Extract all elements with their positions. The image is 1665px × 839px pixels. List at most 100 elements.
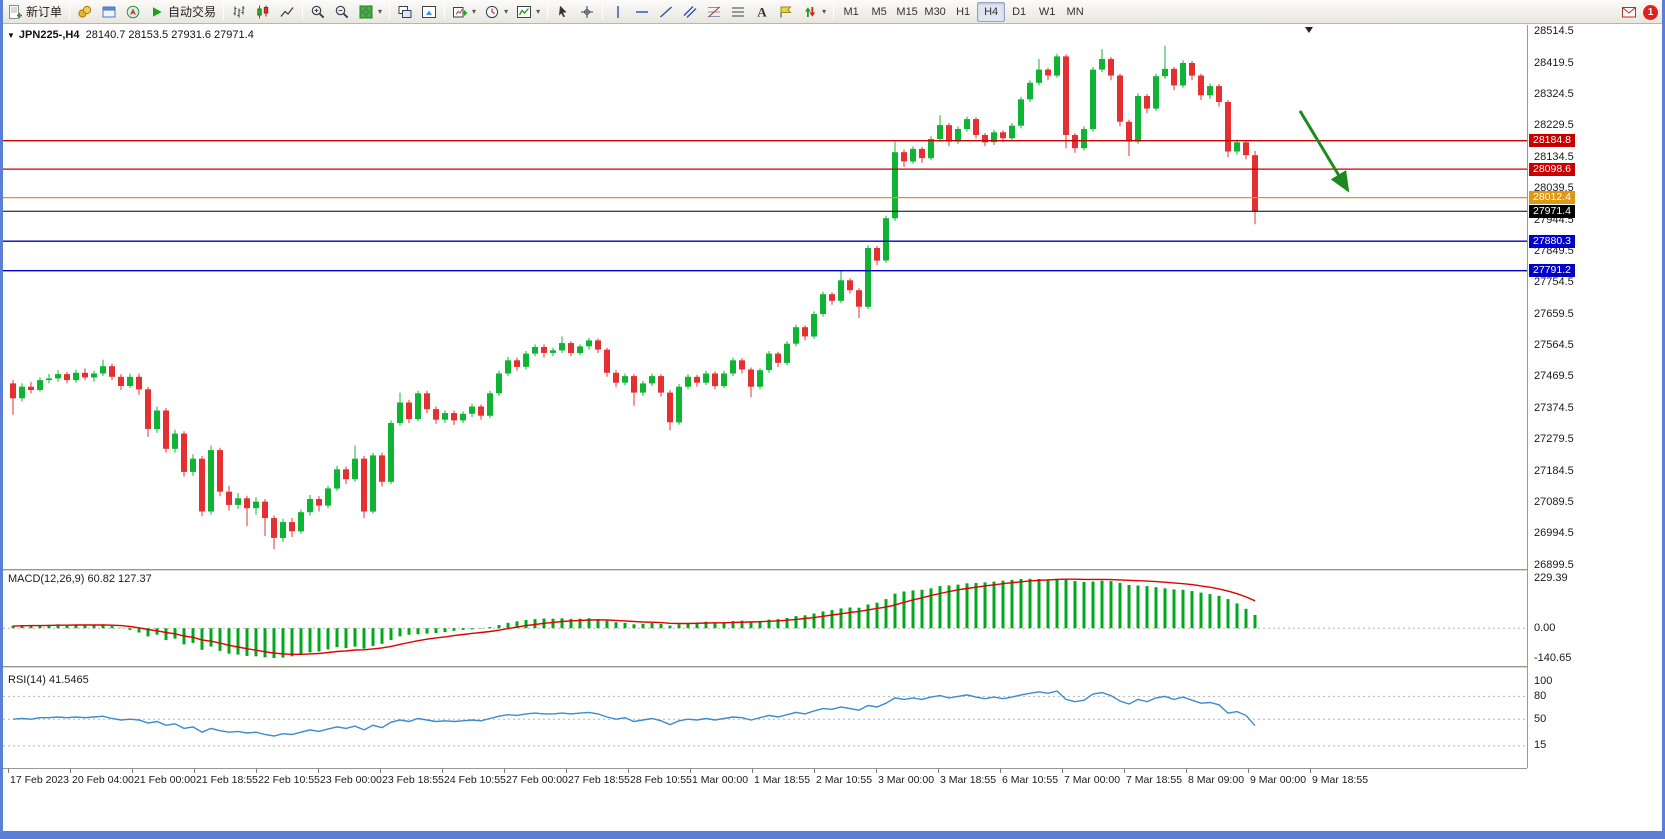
time-label: 3 Mar 18:55 — [940, 774, 997, 786]
timeframe-d1-button[interactable]: D1 — [1012, 5, 1027, 18]
vertical-line-button[interactable] — [606, 2, 630, 22]
toolbar-separator — [444, 3, 446, 20]
time-tick — [318, 769, 319, 773]
price-tick-label: 27564.5 — [1534, 339, 1574, 351]
one-click-dropdown-icon[interactable]: ▼ — [7, 31, 15, 40]
main-chart[interactable] — [3, 25, 1527, 569]
panel-separator[interactable] — [3, 569, 1662, 571]
toolbar-separator — [302, 3, 304, 20]
zoom-in-button[interactable] — [306, 2, 330, 22]
dropdown-arrow-icon: ▾ — [472, 7, 477, 16]
time-tick — [1124, 769, 1125, 773]
toolbar-right-cluster: 1 — [1621, 4, 1658, 20]
indicators-button[interactable]: ▾ — [512, 2, 544, 22]
dropdown-arrow-icon: ▾ — [822, 7, 827, 16]
window-border-right — [1662, 0, 1665, 839]
period-button[interactable]: ▾ — [480, 2, 512, 22]
timeframe-h1-button[interactable]: H1 — [956, 5, 971, 18]
current-price-badge: 27971.4 — [1529, 205, 1575, 218]
rsi-panel[interactable] — [3, 672, 1527, 768]
time-axis[interactable]: 17 Feb 2023 20 Feb 04:00 21 Feb 00:00 21 Fe… — [3, 768, 1527, 792]
price-tick-label: 27184.5 — [1534, 465, 1574, 477]
new-order-button[interactable]: 新订单 — [3, 2, 66, 22]
chart-shift-marker[interactable] — [1305, 27, 1313, 33]
time-label: 2 Mar 10:55 — [816, 774, 873, 786]
timeframe-m15-button[interactable]: M15 — [896, 5, 918, 18]
timeframe-m5-button[interactable]: M5 — [871, 5, 887, 18]
time-tick — [690, 769, 691, 773]
autotrading-button[interactable]: 自动交易 — [145, 2, 220, 22]
bar-chart-icon — [233, 5, 245, 17]
line-chart-icon — [280, 6, 294, 17]
grid-lines-button[interactable] — [726, 2, 750, 22]
price-tick-label: 27279.5 — [1534, 433, 1574, 445]
autotrading-button-label: 自动交易 — [168, 5, 217, 19]
candles — [10, 45, 1258, 550]
arrows-button[interactable]: ▾ — [798, 2, 830, 22]
time-label: 9 Mar 00:00 — [1250, 774, 1307, 786]
new-order-icon — [9, 4, 22, 19]
sell-arrow-annotation[interactable] — [1298, 110, 1350, 193]
message-icon[interactable] — [1621, 4, 1637, 20]
time-tick — [442, 769, 443, 773]
cursor-icon — [559, 5, 567, 17]
data-window-button[interactable] — [97, 2, 121, 22]
bar-chart-button[interactable] — [227, 2, 251, 22]
time-tick — [938, 769, 939, 773]
notification-badge[interactable]: 1 — [1643, 4, 1658, 20]
navigator-icon — [126, 5, 140, 18]
dropdown-arrow-icon: ▾ — [378, 7, 383, 16]
price-scale[interactable]: 28184.8 28098.6 28012.4 27971.4 27880.3 27791… — [1527, 25, 1662, 768]
market-watch-button[interactable] — [73, 2, 97, 22]
timeframe-m30-button[interactable]: M30 — [924, 5, 946, 18]
toolbar-separator — [389, 3, 391, 20]
timeframe-m1-button[interactable]: M1 — [843, 5, 859, 18]
rsi-tick-label: 100 — [1534, 675, 1553, 687]
navigator-button[interactable] — [121, 2, 145, 22]
tile-windows-button[interactable]: ▾ — [354, 2, 386, 22]
time-label: 27 Feb 00:00 — [506, 774, 568, 786]
text-icon: A — [757, 4, 767, 19]
time-tick — [628, 769, 629, 773]
arrange-windows-button[interactable] — [393, 2, 417, 22]
message-icon — [1622, 7, 1636, 18]
macd-panel[interactable] — [3, 571, 1527, 666]
time-tick — [1248, 769, 1249, 773]
window-border-bottom — [0, 831, 1665, 839]
arrange-icon — [398, 5, 412, 18]
zoom-out-button[interactable] — [330, 2, 354, 22]
time-label: 7 Mar 00:00 — [1064, 774, 1121, 786]
trendline-button[interactable] — [654, 2, 678, 22]
cursor-button[interactable] — [551, 2, 575, 22]
macd-tick-label: -140.65 — [1534, 652, 1572, 664]
charts-button[interactable]: ▾ — [448, 2, 480, 22]
rsi-tick-label: 50 — [1534, 713, 1547, 725]
chart-title: ▼ JPN225-,H4 28140.7 28153.5 27931.6 2797… — [7, 29, 254, 41]
line-chart-button[interactable] — [275, 2, 299, 22]
crosshair-button[interactable] — [575, 2, 599, 22]
candlestick-chart-button[interactable] — [251, 2, 275, 22]
timeframe-w1-button[interactable]: W1 — [1038, 5, 1056, 18]
arrow-tools-icon — [805, 6, 816, 17]
price-tick-label: 27374.5 — [1534, 402, 1574, 414]
fibonacci-button[interactable] — [702, 2, 726, 22]
price-level-badge: 28012.4 — [1529, 191, 1575, 204]
label-button[interactable] — [774, 2, 798, 22]
chart-window[interactable]: ▼ JPN225-,H4 28140.7 28153.5 27931.6 2797… — [3, 25, 1662, 839]
horizontal-line-button[interactable] — [630, 2, 654, 22]
timeframe-h4-button[interactable]: H4 — [977, 1, 1006, 22]
panel-separator[interactable] — [3, 666, 1662, 668]
time-label: 8 Mar 09:00 — [1188, 774, 1245, 786]
chart-shift-button[interactable] — [417, 2, 441, 22]
chart-shift-icon — [422, 5, 437, 18]
time-tick — [8, 769, 9, 773]
timeframe-mn-button[interactable]: MN — [1066, 5, 1084, 18]
channel-button[interactable] — [678, 2, 702, 22]
text-button[interactable]: A — [750, 2, 774, 22]
fibonacci-icon — [708, 6, 721, 17]
time-label: 1 Mar 18:55 — [754, 774, 811, 786]
dropdown-arrow-icon: ▾ — [536, 7, 541, 16]
tile-windows-icon — [359, 5, 373, 18]
channel-icon — [683, 5, 697, 18]
